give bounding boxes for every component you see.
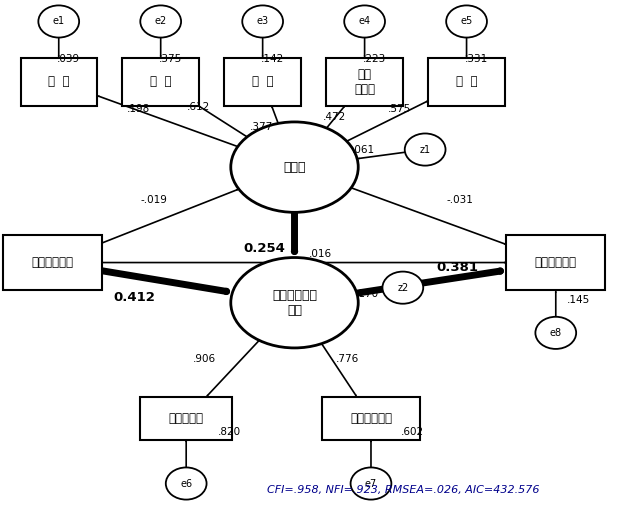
FancyBboxPatch shape bbox=[428, 58, 505, 106]
Text: 副  菜: 副 菜 bbox=[252, 75, 273, 88]
Text: .061: .061 bbox=[352, 144, 375, 155]
Text: 主  菜: 主 菜 bbox=[150, 75, 172, 88]
Text: 主観的健康感: 主観的健康感 bbox=[535, 256, 577, 269]
FancyBboxPatch shape bbox=[225, 58, 301, 106]
Text: .906: .906 bbox=[193, 354, 216, 364]
Text: 精神・情緒的
健康: 精神・情緒的 健康 bbox=[272, 289, 317, 317]
Text: z2: z2 bbox=[397, 283, 408, 293]
Circle shape bbox=[166, 468, 207, 499]
Ellipse shape bbox=[231, 122, 358, 212]
Circle shape bbox=[344, 6, 385, 37]
Text: .039: .039 bbox=[57, 54, 80, 64]
FancyBboxPatch shape bbox=[122, 58, 199, 106]
Text: .776: .776 bbox=[336, 354, 359, 364]
Text: CFI=.958, NFI=.923, RMSEA=.026, AIC=432.576: CFI=.958, NFI=.923, RMSEA=.026, AIC=432.… bbox=[267, 485, 539, 494]
Text: .377: .377 bbox=[250, 122, 273, 132]
Text: 牛乳
乳製品: 牛乳 乳製品 bbox=[354, 68, 375, 96]
Text: .198: .198 bbox=[127, 105, 150, 114]
Text: z1: z1 bbox=[420, 144, 431, 155]
Circle shape bbox=[140, 6, 181, 37]
Text: .223: .223 bbox=[362, 54, 386, 64]
Text: 主  食: 主 食 bbox=[48, 75, 70, 88]
Text: e6: e6 bbox=[180, 479, 192, 488]
Circle shape bbox=[404, 133, 445, 166]
Text: e8: e8 bbox=[550, 328, 562, 338]
Text: .612: .612 bbox=[188, 102, 211, 112]
Text: 0.381: 0.381 bbox=[436, 261, 478, 274]
Text: .602: .602 bbox=[401, 427, 424, 437]
Text: .016: .016 bbox=[308, 248, 332, 259]
FancyBboxPatch shape bbox=[20, 58, 97, 106]
Circle shape bbox=[446, 6, 487, 37]
FancyBboxPatch shape bbox=[506, 235, 605, 290]
Circle shape bbox=[536, 317, 576, 349]
FancyBboxPatch shape bbox=[321, 397, 420, 439]
Circle shape bbox=[351, 468, 392, 499]
FancyBboxPatch shape bbox=[3, 235, 102, 290]
Text: 食の質: 食の質 bbox=[284, 161, 306, 174]
Text: -.031: -.031 bbox=[447, 195, 474, 205]
Text: e4: e4 bbox=[358, 17, 371, 26]
Text: e3: e3 bbox=[257, 17, 269, 26]
FancyBboxPatch shape bbox=[140, 397, 232, 439]
Text: .170: .170 bbox=[356, 289, 379, 298]
Text: e5: e5 bbox=[460, 17, 473, 26]
Text: .375: .375 bbox=[159, 54, 182, 64]
Circle shape bbox=[38, 6, 79, 37]
Circle shape bbox=[383, 272, 423, 304]
Text: .472: .472 bbox=[323, 112, 346, 122]
Text: .145: .145 bbox=[566, 295, 589, 305]
Text: e1: e1 bbox=[52, 17, 65, 26]
Text: .575: .575 bbox=[388, 105, 412, 114]
Circle shape bbox=[243, 6, 283, 37]
Text: 生活満足感: 生活満足感 bbox=[169, 412, 204, 425]
Text: 0.412: 0.412 bbox=[113, 291, 155, 304]
Text: 経済的満足感: 経済的満足感 bbox=[31, 256, 74, 269]
FancyBboxPatch shape bbox=[326, 58, 403, 106]
Text: 0.254: 0.254 bbox=[244, 242, 285, 255]
Text: -.019: -.019 bbox=[141, 195, 168, 205]
Text: .331: .331 bbox=[465, 54, 488, 64]
Text: 主観的幸福感: 主観的幸福感 bbox=[350, 412, 392, 425]
Ellipse shape bbox=[231, 258, 358, 348]
Text: .820: .820 bbox=[218, 427, 241, 437]
Text: .142: .142 bbox=[260, 54, 284, 64]
Text: e7: e7 bbox=[365, 479, 377, 488]
Text: e2: e2 bbox=[155, 17, 167, 26]
Text: 果  物: 果 物 bbox=[456, 75, 477, 88]
